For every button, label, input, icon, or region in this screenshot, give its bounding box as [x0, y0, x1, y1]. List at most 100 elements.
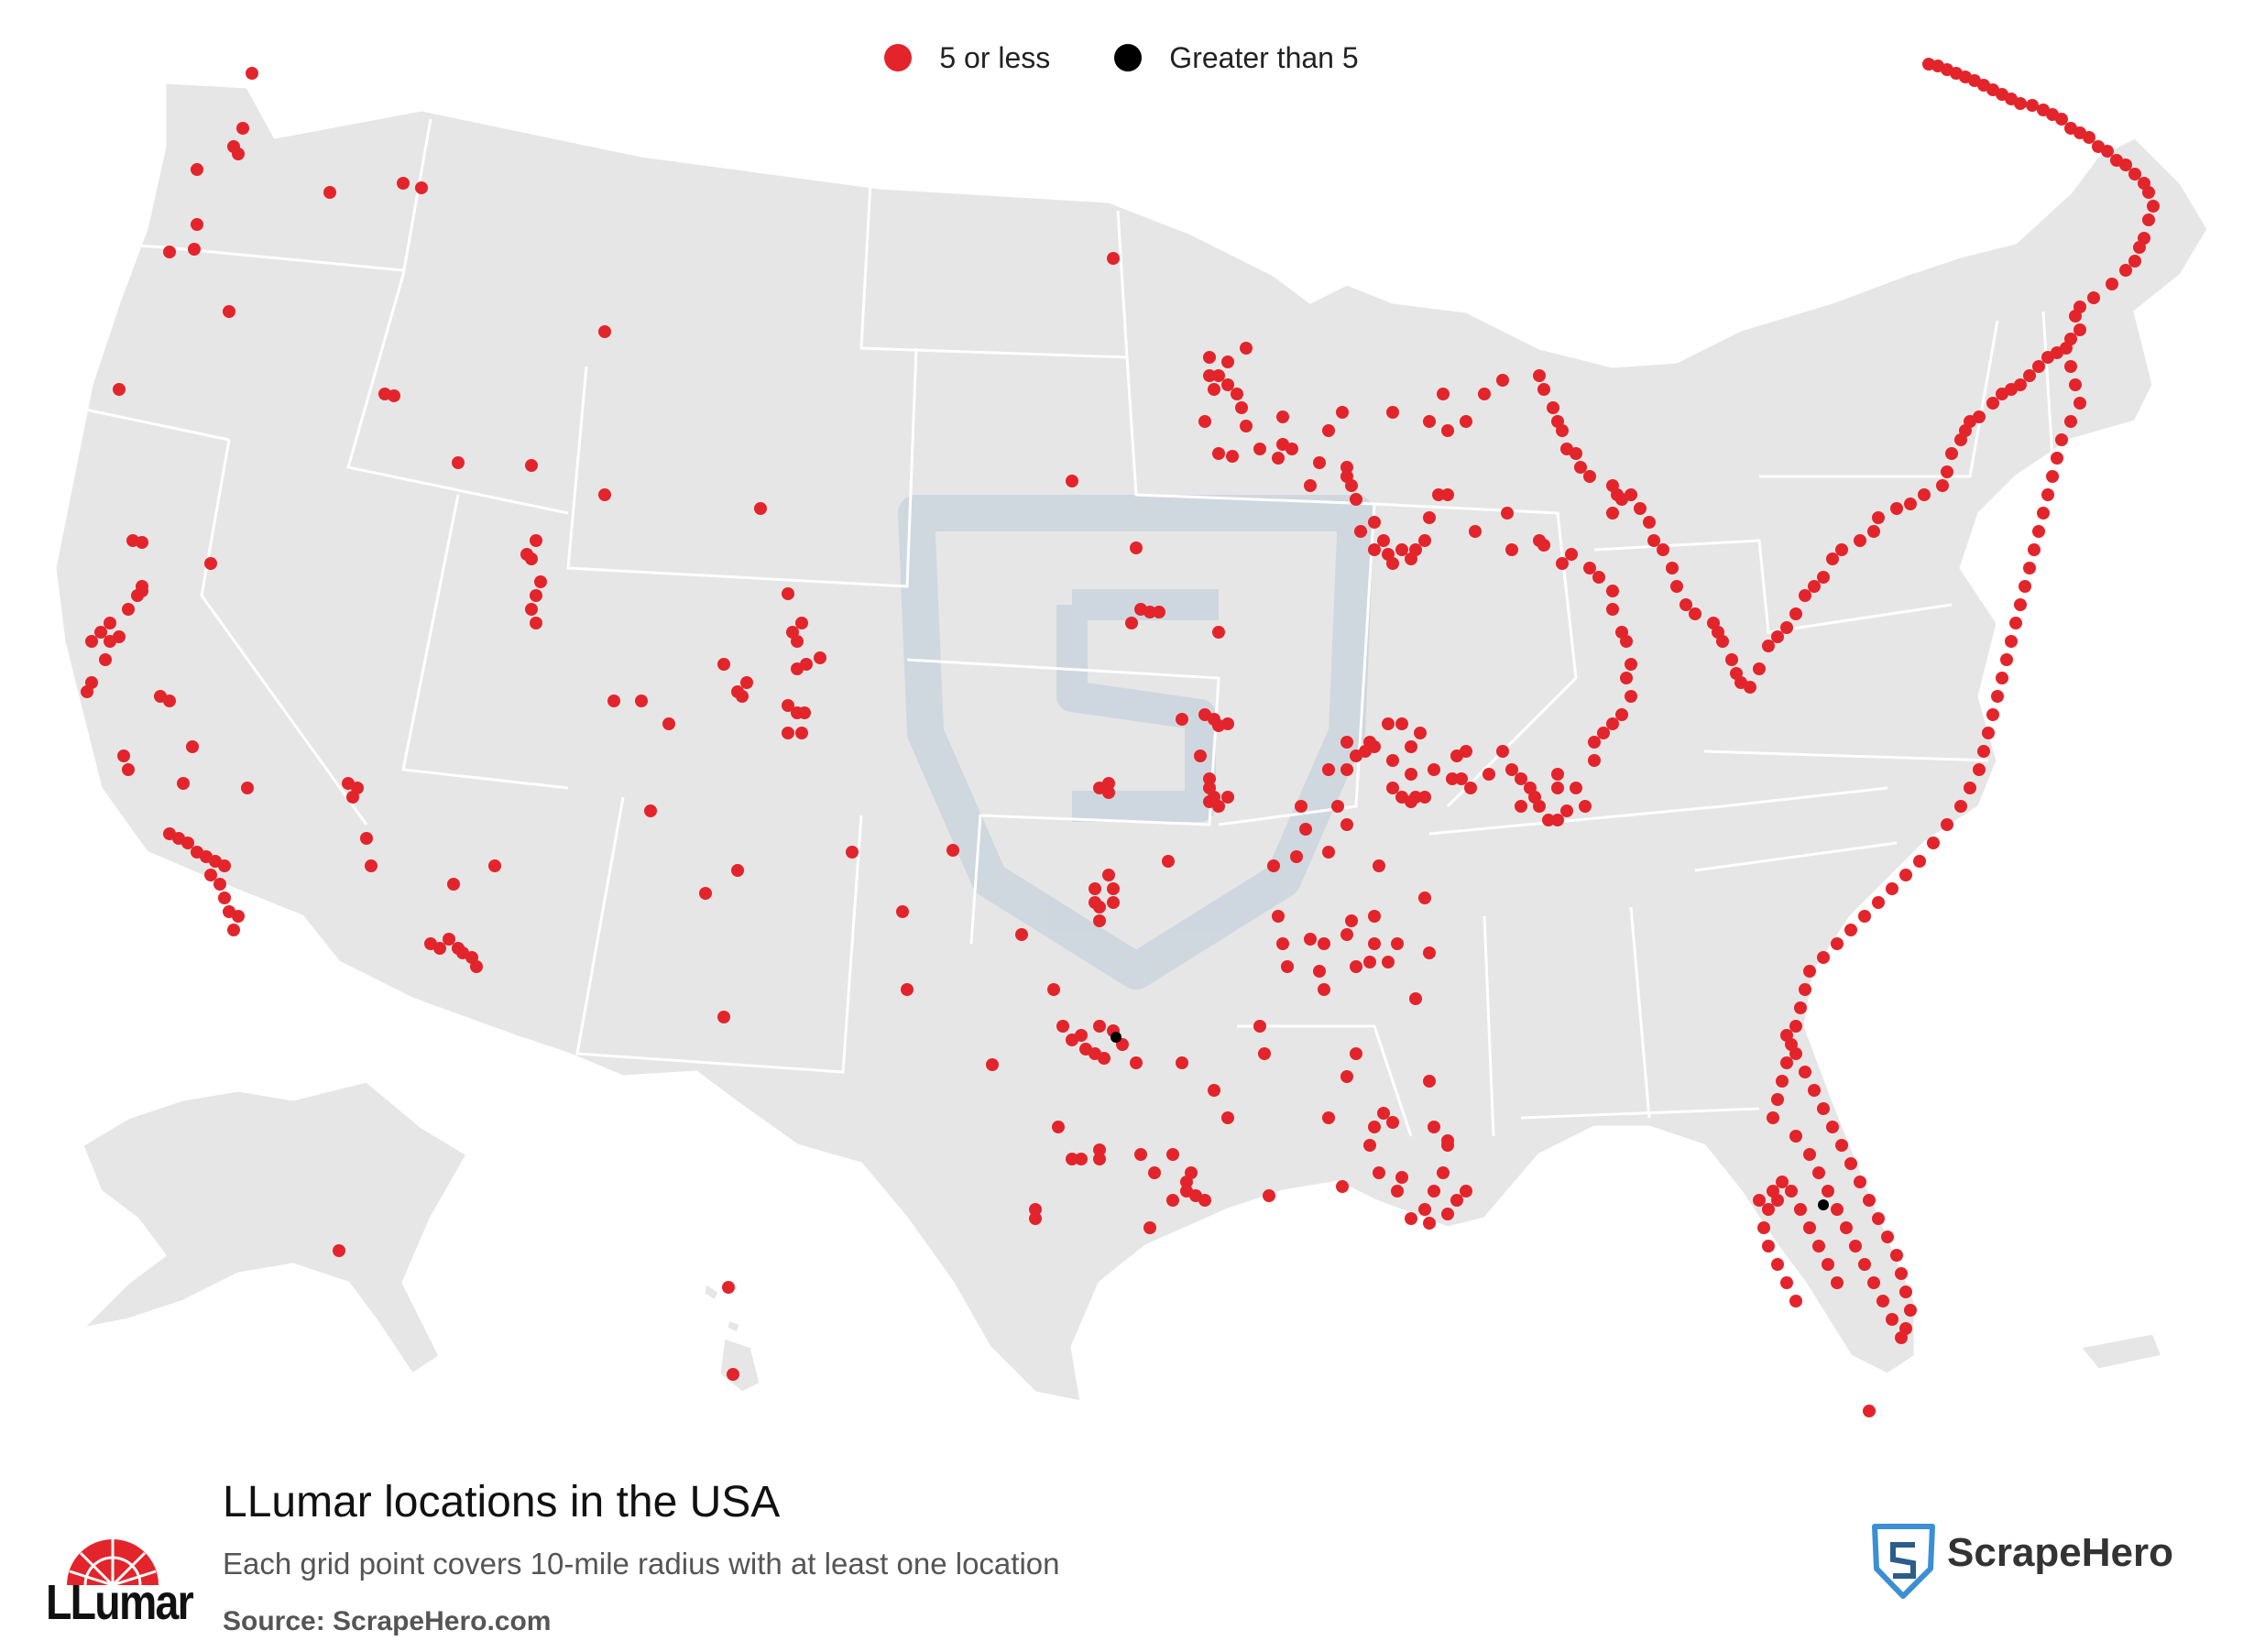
location-dot-small — [699, 887, 712, 900]
location-dot-small — [470, 960, 483, 973]
location-dot-small — [2064, 415, 2077, 428]
location-dot-small — [1432, 488, 1445, 501]
location-dot-small — [1093, 1020, 1106, 1033]
location-dot-small — [177, 777, 190, 790]
location-dot-small — [1794, 1001, 1807, 1014]
location-dot-small — [1368, 937, 1381, 950]
location-dot-small — [525, 603, 538, 616]
location-dot-small — [1350, 960, 1362, 973]
location-dot-small — [1075, 1029, 1088, 1042]
location-dot-small — [1414, 727, 1427, 739]
location-dot-small — [1102, 869, 1115, 881]
location-dot-small — [901, 983, 914, 996]
scrapehero-logo-icon — [1872, 1524, 1935, 1599]
location-dot-small — [1318, 983, 1330, 996]
location-dot-small — [1162, 855, 1175, 868]
location-dot-small — [2046, 470, 2059, 483]
location-dot-small — [2014, 378, 2027, 391]
location-dot-small — [1986, 397, 1999, 410]
location-dot-small — [1469, 525, 1482, 538]
location-dot-small — [1725, 653, 1738, 666]
location-dot-small — [1822, 1258, 1834, 1271]
location-dot-small — [1455, 772, 1468, 785]
location-dot-small — [2000, 653, 2013, 666]
location-dot-small — [1812, 1166, 1825, 1179]
location-dot-small — [188, 243, 201, 256]
location-dot-small — [1817, 571, 1830, 584]
page-title: LLumar locations in the USA — [223, 1478, 781, 1526]
location-dot-small — [122, 603, 135, 616]
location-dot-small — [1198, 415, 1211, 428]
location-dot-small — [1574, 461, 1587, 474]
location-dot-small — [1941, 818, 1953, 831]
location-dot-small — [104, 617, 116, 629]
location-dot-small — [186, 740, 199, 753]
location-dot-small — [1098, 1052, 1111, 1065]
location-dot-small — [1913, 855, 1926, 868]
location-dot-small — [1382, 717, 1395, 730]
location-dot-small — [1904, 498, 1917, 510]
location-dot-small — [1899, 1285, 1912, 1298]
location-dot-small — [1973, 763, 1986, 776]
location-dot-small — [1221, 791, 1234, 804]
location-dot-small — [1606, 507, 1619, 520]
location-dot-small — [323, 186, 336, 199]
location-dot-small — [1423, 415, 1436, 428]
location-dot-small — [1767, 1111, 1779, 1124]
location-dot-small — [163, 695, 176, 707]
location-dot-small — [1441, 1139, 1454, 1152]
location-dot-small — [1441, 488, 1454, 501]
location-dot-small — [113, 630, 126, 643]
location-dot-small — [191, 163, 203, 176]
location-dot-small — [1253, 1020, 1266, 1033]
location-dot-small — [1066, 475, 1078, 487]
location-dot-small — [1345, 914, 1358, 927]
location-dot-small — [1194, 749, 1207, 762]
location-dot-small — [2147, 200, 2160, 213]
location-dot-small — [1606, 603, 1619, 616]
location-dot-small — [754, 502, 767, 515]
location-dot-small — [1336, 1180, 1349, 1193]
location-dot-small — [1212, 447, 1225, 460]
location-dot-small — [1872, 511, 1885, 524]
location-dot-small — [1780, 1276, 1793, 1289]
border-oh-pa — [1593, 539, 1953, 634]
location-dot-small — [1643, 516, 1656, 529]
location-dot-small — [2138, 177, 2150, 190]
location-dot-small — [1542, 814, 1555, 826]
location-dot-small — [2032, 525, 2045, 538]
location-dot-small — [113, 383, 126, 396]
location-dot-small — [1304, 479, 1317, 492]
location-dot-small — [1954, 800, 1967, 813]
hawaii-island-small-2 — [725, 1318, 742, 1335]
location-dot-small — [1212, 626, 1225, 639]
location-dot-large — [1818, 1199, 1829, 1210]
location-dot-small — [1767, 1185, 1779, 1198]
location-dot-large — [1111, 1032, 1122, 1043]
location-dot-small — [488, 859, 501, 872]
location-dot-small — [1570, 447, 1582, 460]
location-dot-small — [1812, 1240, 1825, 1253]
location-dot-small — [122, 763, 135, 776]
location-dot-small — [1221, 717, 1234, 730]
location-dot-small — [1844, 1157, 1857, 1170]
location-dot-small — [1826, 552, 1839, 565]
location-dot-small — [1405, 795, 1417, 808]
location-dot-small — [1780, 1056, 1793, 1069]
location-dot-small — [1547, 401, 1559, 414]
land-masses — [53, 81, 2210, 1404]
location-dot-small — [241, 782, 254, 794]
location-dot-small — [1075, 1153, 1088, 1165]
location-dot-small — [2064, 333, 2077, 345]
location-dot-small — [1505, 763, 1518, 776]
location-dot-small — [1066, 1153, 1078, 1165]
location-dot-small — [1340, 928, 1353, 941]
location-dot-small — [1263, 1189, 1275, 1202]
location-dot-small — [1625, 488, 1637, 501]
location-dot-small — [1904, 1304, 1917, 1317]
location-dot-small — [1570, 782, 1582, 794]
location-dot-small — [662, 717, 675, 730]
location-dot-small — [2041, 488, 2054, 501]
location-dot-small — [1093, 914, 1106, 927]
location-dot-small — [2110, 154, 2123, 167]
